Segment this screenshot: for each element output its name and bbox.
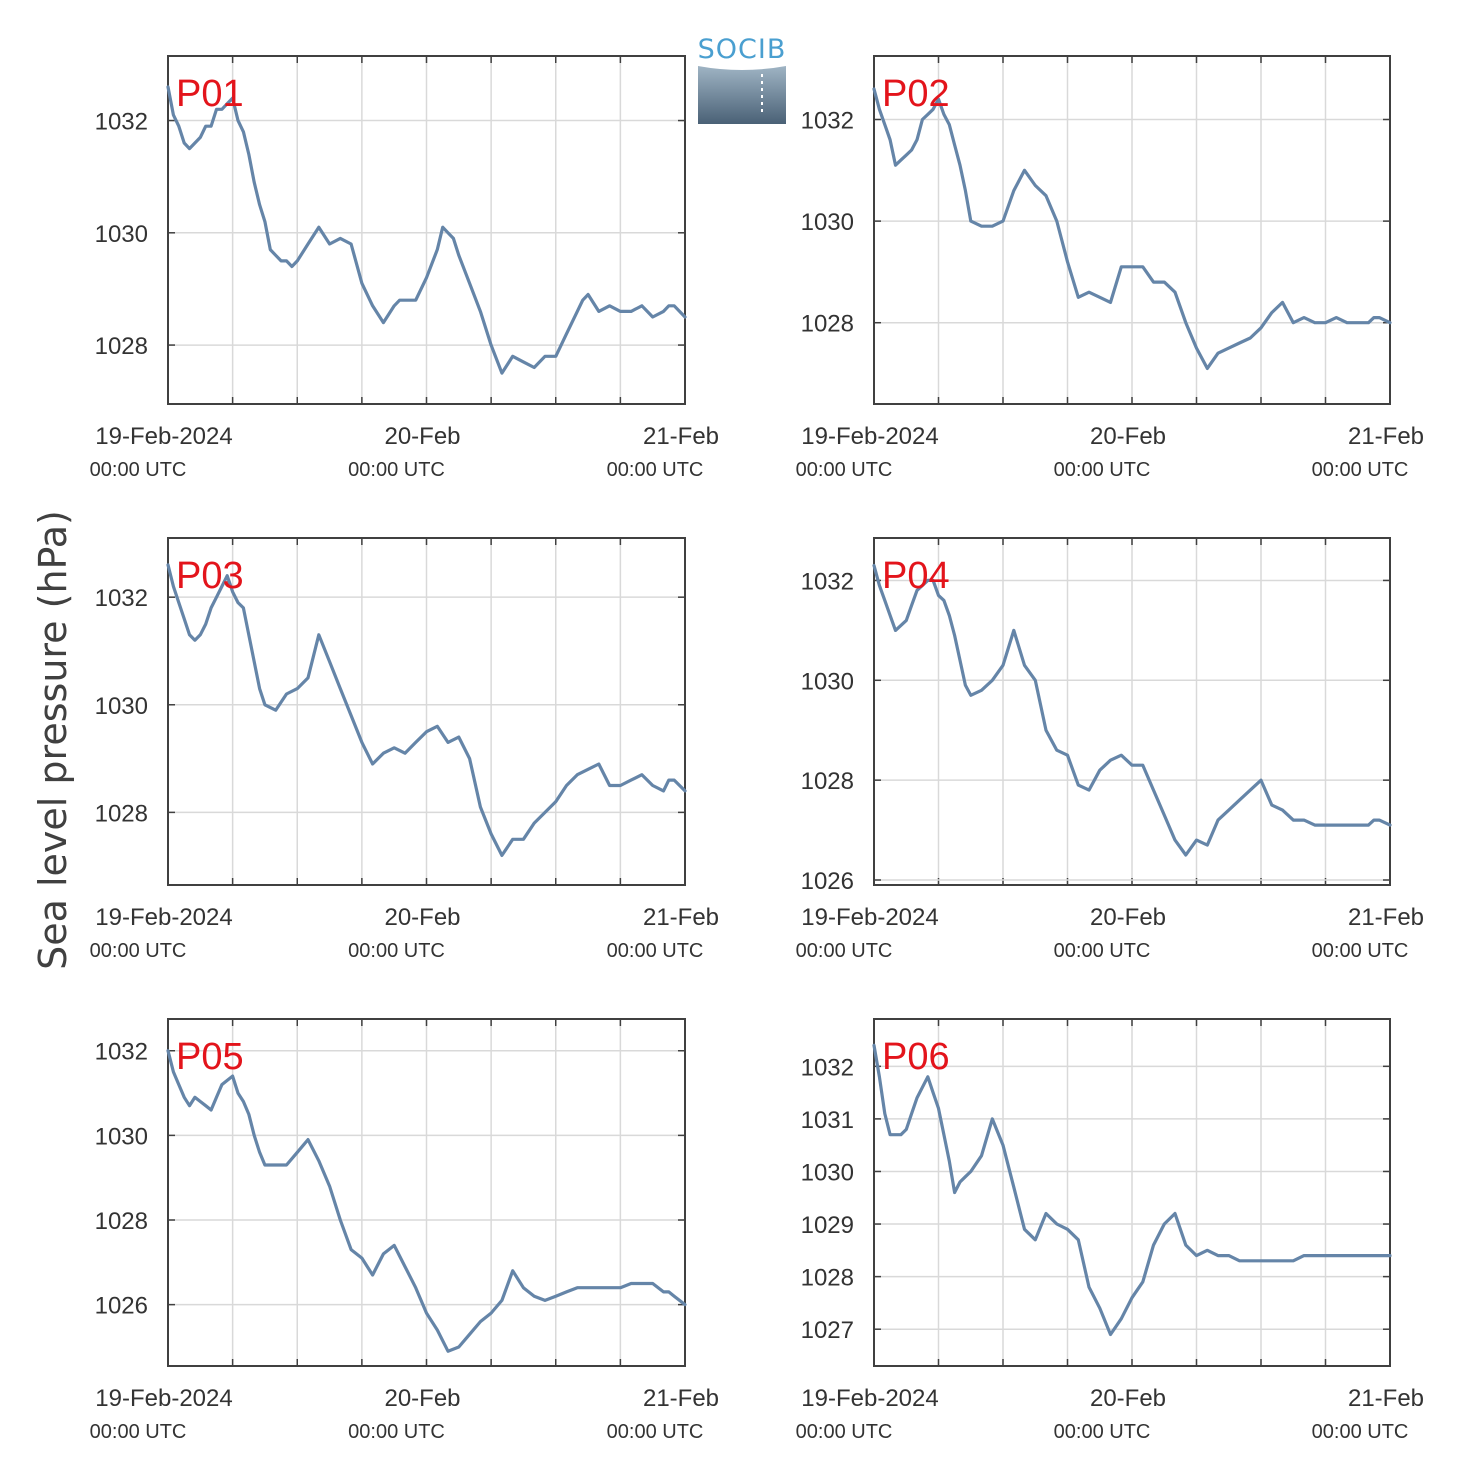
y-tick-label: 1030 [801, 668, 854, 695]
y-tick-label: 1032 [95, 109, 148, 136]
x-tick-label: 21-Feb [643, 1385, 719, 1412]
x-tick-label: 19-Feb-2024 [95, 423, 232, 450]
x-tick-sublabel: 00:00 UTC [1312, 459, 1409, 481]
x-tick-sublabel: 00:00 UTC [90, 1421, 187, 1443]
y-tick-label: 1030 [95, 1123, 148, 1150]
x-tick-label: 21-Feb [643, 904, 719, 931]
x-tick-sublabel: 00:00 UTC [348, 459, 445, 481]
y-tick-label: 1028 [801, 768, 854, 795]
x-tick-sublabel: 00:00 UTC [796, 940, 893, 962]
plot-frame [167, 55, 686, 405]
logo-graphic [698, 66, 786, 124]
x-tick-sublabel: 00:00 UTC [1312, 1421, 1409, 1443]
series-line [872, 87, 1392, 370]
plot-frame [167, 537, 686, 886]
series-line [166, 85, 687, 375]
chart-panel-5: 1026 1028 1030 1032 19-Feb-2024 00:00 UTC 20-F… [90, 1018, 719, 1443]
panel-label: P04 [882, 555, 950, 597]
x-tick-label: 19-Feb-2024 [801, 904, 938, 931]
x-tick-label: 21-Feb [1348, 423, 1424, 450]
x-tick-label: 19-Feb-2024 [801, 1385, 938, 1412]
x-tick-sublabel: 00:00 UTC [607, 1421, 704, 1443]
x-tick-sublabel: 00:00 UTC [90, 459, 187, 481]
chart-panel-1: 1028 1030 1032 19-Feb-2024 00:00 UTC 20-Feb 00… [90, 55, 719, 481]
y-tick-label: 1032 [95, 585, 148, 612]
y-tick-label: 1028 [95, 800, 148, 827]
series-line [166, 1049, 687, 1353]
chart-panel-6: 1027 1028 1029 1030 1031 1032 19-Feb-2024 00:00… [796, 1018, 1424, 1443]
x-tick-label: 20-Feb [1090, 423, 1166, 450]
x-tick-sublabel: 00:00 UTC [348, 1421, 445, 1443]
x-tick-label: 21-Feb [1348, 1385, 1424, 1412]
plot-frame [167, 1018, 686, 1367]
plot-frame [873, 537, 1391, 886]
x-tick-sublabel: 00:00 UTC [607, 459, 704, 481]
logo-text: SOCIB [698, 34, 787, 65]
x-tick-label: 21-Feb [1348, 904, 1424, 931]
series-line [872, 563, 1392, 857]
y-tick-label: 1030 [801, 1159, 854, 1186]
series-line [166, 563, 687, 857]
y-tick-label: 1026 [95, 1293, 148, 1320]
x-tick-label: 20-Feb [1090, 904, 1166, 931]
panel-label: P01 [176, 73, 244, 115]
x-tick-sublabel: 00:00 UTC [796, 1421, 893, 1443]
x-tick-label: 20-Feb [1090, 1385, 1166, 1412]
y-tick-label: 1026 [801, 868, 854, 895]
plot-frame [873, 55, 1391, 405]
y-tick-label: 1031 [801, 1107, 854, 1134]
panel-label: P03 [176, 555, 244, 597]
y-tick-label: 1028 [801, 1265, 854, 1292]
y-tick-label: 1028 [95, 1208, 148, 1235]
y-tick-label: 1032 [95, 1039, 148, 1066]
y-tick-label: 1029 [801, 1212, 854, 1239]
x-tick-sublabel: 00:00 UTC [607, 940, 704, 962]
panel-label: P05 [176, 1036, 244, 1078]
x-tick-label: 19-Feb-2024 [95, 904, 232, 931]
x-tick-sublabel: 00:00 UTC [1054, 940, 1151, 962]
y-tick-label: 1032 [801, 1054, 854, 1081]
x-tick-sublabel: 00:00 UTC [1054, 1421, 1151, 1443]
y-tick-label: 1030 [95, 221, 148, 248]
y-axis-title: Sea level pressure (hPa) [31, 510, 75, 970]
x-tick-label: 20-Feb [384, 1385, 460, 1412]
x-tick-sublabel: 00:00 UTC [90, 940, 187, 962]
panel-label: P02 [882, 73, 950, 115]
x-tick-sublabel: 00:00 UTC [1054, 459, 1151, 481]
plot-frame [873, 1018, 1391, 1367]
y-tick-label: 1030 [95, 693, 148, 720]
y-tick-label: 1030 [801, 209, 854, 236]
x-tick-label: 20-Feb [384, 904, 460, 931]
series-line [872, 1043, 1392, 1337]
x-tick-label: 19-Feb-2024 [801, 423, 938, 450]
y-tick-label: 1032 [801, 568, 854, 595]
socib-logo: SOCIB [698, 34, 787, 124]
y-tick-label: 1027 [801, 1317, 854, 1344]
chart-panel-3: 1028 1030 1032 19-Feb-2024 00:00 UTC 20-Feb 00… [90, 537, 719, 962]
x-tick-label: 19-Feb-2024 [95, 1385, 232, 1412]
y-tick-label: 1032 [801, 108, 854, 135]
chart-panel-4: 1026 1028 1030 1032 19-Feb-2024 00:00 UTC 20-F… [796, 537, 1424, 962]
x-tick-label: 20-Feb [384, 423, 460, 450]
x-tick-sublabel: 00:00 UTC [796, 459, 893, 481]
y-tick-label: 1028 [801, 311, 854, 338]
x-tick-sublabel: 00:00 UTC [1312, 940, 1409, 962]
x-tick-label: 21-Feb [643, 423, 719, 450]
x-tick-sublabel: 00:00 UTC [348, 940, 445, 962]
panel-label: P06 [882, 1036, 950, 1078]
chart-panel-2: 1028 1030 1032 19-Feb-2024 00:00 UTC 20-Feb 00… [796, 55, 1424, 481]
y-tick-label: 1028 [95, 333, 148, 360]
panels: 1028 1030 1032 19-Feb-2024 00:00 UTC 20-Feb 00… [90, 55, 1424, 1443]
